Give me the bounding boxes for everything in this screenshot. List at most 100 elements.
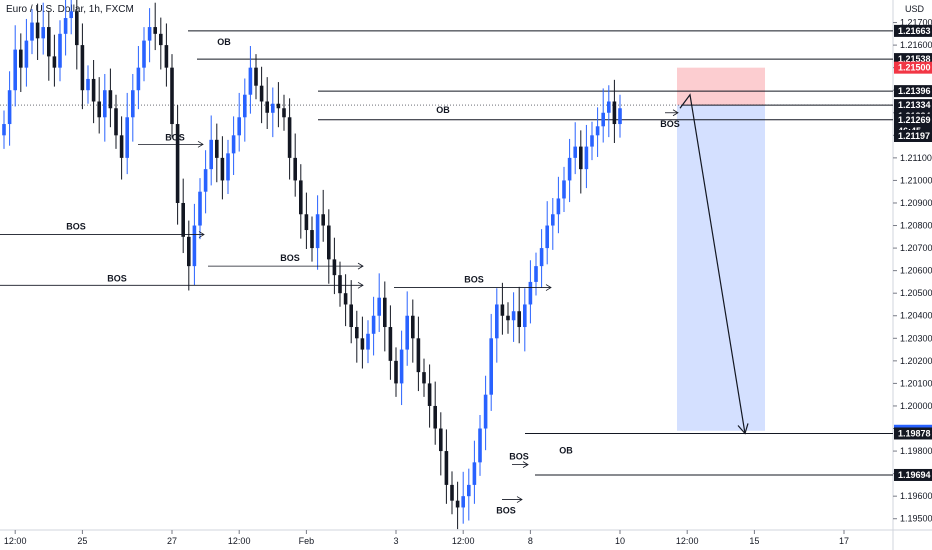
candle-body bbox=[439, 428, 443, 452]
bos-label: BOS bbox=[280, 253, 300, 263]
candle-body bbox=[511, 311, 516, 321]
price-tag-label: 1.21334 bbox=[898, 100, 931, 110]
candle-body bbox=[461, 496, 465, 508]
candle-body bbox=[80, 45, 85, 91]
x-tick-label: 17 bbox=[839, 536, 849, 546]
y-tick-label: 1.20700 bbox=[900, 243, 932, 253]
candle-body bbox=[310, 230, 314, 249]
bos-arrowhead bbox=[516, 496, 523, 503]
y-tick-label: 1.21700 bbox=[900, 18, 932, 28]
price-tag bbox=[894, 61, 932, 74]
candle-body bbox=[209, 139, 213, 170]
candle-body bbox=[343, 293, 348, 305]
candle-body bbox=[517, 311, 521, 328]
candle-body bbox=[47, 27, 51, 57]
candle-body bbox=[450, 484, 454, 501]
candle-body bbox=[293, 157, 297, 181]
take-profit-zone bbox=[677, 105, 765, 431]
candle-body bbox=[399, 349, 404, 384]
candle-body bbox=[271, 103, 275, 113]
price-tag-label: 1.21538 bbox=[898, 54, 931, 64]
y-tick-label: 1.20100 bbox=[900, 378, 932, 388]
chart-title: Euro / U.S. Dollar, 1h, FXCM bbox=[6, 4, 134, 15]
candle-body bbox=[198, 191, 202, 226]
candle-body bbox=[187, 236, 191, 267]
candle-body bbox=[444, 451, 449, 485]
bos-label: BOS bbox=[165, 132, 185, 142]
candle-body bbox=[595, 126, 600, 136]
candle-body bbox=[360, 338, 365, 350]
price-tag-label: 1.19694 bbox=[898, 470, 931, 480]
price-tag bbox=[894, 129, 932, 142]
candle-body bbox=[411, 315, 415, 339]
ob-label: OB bbox=[559, 445, 573, 455]
candle-body bbox=[433, 405, 437, 429]
candle-body bbox=[237, 117, 241, 136]
candle-body bbox=[601, 112, 605, 127]
candle-body bbox=[562, 180, 566, 199]
price-tag bbox=[894, 99, 932, 112]
candle-body bbox=[567, 157, 572, 181]
candle-body bbox=[192, 225, 197, 267]
x-tick-label: 12:00 bbox=[228, 536, 251, 546]
candle-body bbox=[52, 56, 57, 68]
candle-body bbox=[612, 101, 617, 125]
candle-body bbox=[7, 90, 12, 125]
candle-body bbox=[483, 394, 488, 429]
candle-body bbox=[159, 33, 163, 46]
candle-body bbox=[24, 40, 29, 68]
candle-body bbox=[304, 214, 309, 231]
y-tick-label: 1.21600 bbox=[900, 40, 932, 50]
candle-body bbox=[35, 22, 40, 39]
y-tick-label: 1.20200 bbox=[900, 356, 932, 366]
price-tag-label: 1.21269 bbox=[898, 115, 931, 125]
candle-body bbox=[119, 135, 124, 158]
x-tick-label: 12:00 bbox=[452, 536, 475, 546]
price-tag-label: 1.21197 bbox=[898, 131, 930, 141]
candle-body bbox=[282, 108, 286, 118]
candle-body bbox=[142, 40, 146, 68]
candle-body bbox=[371, 315, 376, 334]
candle-body bbox=[254, 67, 258, 86]
y-tick-label: 1.19600 bbox=[900, 491, 932, 501]
candle-body bbox=[467, 484, 471, 497]
candle-body bbox=[405, 315, 409, 350]
candle-body bbox=[355, 327, 359, 339]
projection-arrowhead bbox=[737, 423, 749, 435]
y-tick-label: 1.19500 bbox=[900, 514, 932, 524]
candle-body bbox=[539, 248, 544, 267]
candle-body bbox=[584, 146, 589, 170]
price-tag-label: 1.21396 bbox=[898, 86, 931, 96]
candle-body bbox=[170, 67, 174, 125]
candle-body bbox=[349, 304, 353, 328]
candle-body bbox=[136, 67, 141, 91]
bos-arrowhead bbox=[197, 140, 204, 148]
candle-body bbox=[203, 169, 208, 192]
bos-label: BOS bbox=[509, 452, 529, 462]
candle-body bbox=[478, 428, 482, 463]
price-tag bbox=[894, 468, 932, 481]
price-tag-label: 1.21500 bbox=[898, 63, 931, 73]
candle-body bbox=[383, 297, 387, 328]
price-tag bbox=[894, 24, 932, 37]
candle-body bbox=[388, 327, 393, 361]
candle-body bbox=[69, 11, 73, 19]
candle-body bbox=[573, 146, 577, 158]
bos-arrowhead bbox=[198, 231, 205, 238]
candle-body bbox=[534, 266, 538, 282]
candle-body bbox=[91, 78, 96, 102]
candle-body bbox=[394, 360, 398, 384]
candle-body bbox=[75, 11, 79, 46]
x-tick-label: 25 bbox=[77, 536, 87, 546]
candle-body bbox=[243, 94, 247, 118]
candle-body bbox=[506, 315, 510, 321]
candle-body bbox=[103, 90, 107, 118]
candle-body bbox=[332, 259, 337, 276]
bos-arrowhead bbox=[522, 461, 529, 468]
x-tick-label: 27 bbox=[167, 536, 177, 546]
candle-body bbox=[551, 214, 555, 226]
bos-label: BOS bbox=[107, 273, 127, 283]
stop-loss-zone bbox=[677, 67, 765, 106]
candle-body bbox=[299, 180, 303, 215]
